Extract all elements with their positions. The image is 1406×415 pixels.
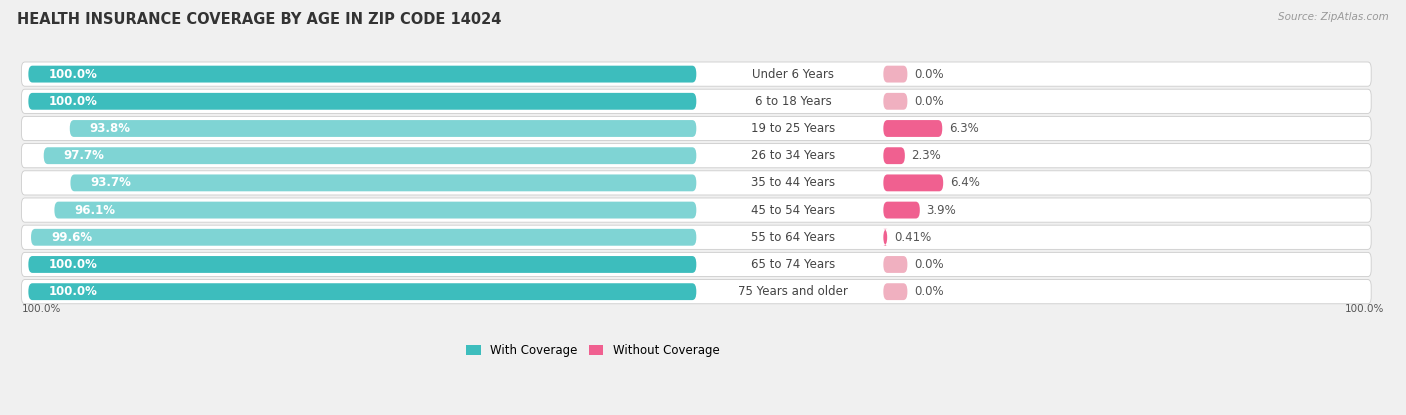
FancyBboxPatch shape [31,229,696,246]
FancyBboxPatch shape [21,62,1371,86]
Text: 19 to 25 Years: 19 to 25 Years [751,122,835,135]
Text: 6.3%: 6.3% [949,122,979,135]
Text: 0.0%: 0.0% [914,68,943,81]
FancyBboxPatch shape [883,66,907,83]
Text: 100.0%: 100.0% [1346,303,1385,313]
Text: Under 6 Years: Under 6 Years [752,68,834,81]
Text: 45 to 54 Years: 45 to 54 Years [751,204,835,217]
Text: 0.41%: 0.41% [894,231,931,244]
Text: 100.0%: 100.0% [21,303,60,313]
FancyBboxPatch shape [28,256,696,273]
Text: 6 to 18 Years: 6 to 18 Years [755,95,831,108]
FancyBboxPatch shape [883,229,887,246]
FancyBboxPatch shape [883,202,920,219]
FancyBboxPatch shape [21,280,1371,304]
Text: 100.0%: 100.0% [48,95,97,108]
Text: 100.0%: 100.0% [48,258,97,271]
Text: 93.7%: 93.7% [90,176,131,189]
FancyBboxPatch shape [21,171,1371,195]
Text: 96.1%: 96.1% [75,204,115,217]
FancyBboxPatch shape [28,283,696,300]
FancyBboxPatch shape [28,66,696,83]
FancyBboxPatch shape [21,144,1371,168]
Text: 93.8%: 93.8% [90,122,131,135]
FancyBboxPatch shape [21,252,1371,276]
Text: 55 to 64 Years: 55 to 64 Years [751,231,835,244]
FancyBboxPatch shape [21,116,1371,141]
FancyBboxPatch shape [70,174,696,191]
Text: Source: ZipAtlas.com: Source: ZipAtlas.com [1278,12,1389,22]
Text: 0.0%: 0.0% [914,258,943,271]
FancyBboxPatch shape [21,89,1371,113]
Text: 65 to 74 Years: 65 to 74 Years [751,258,835,271]
FancyBboxPatch shape [883,283,907,300]
FancyBboxPatch shape [55,202,696,219]
Text: 100.0%: 100.0% [48,68,97,81]
FancyBboxPatch shape [883,120,942,137]
Text: 2.3%: 2.3% [911,149,941,162]
FancyBboxPatch shape [883,147,905,164]
FancyBboxPatch shape [21,198,1371,222]
Text: 75 Years and older: 75 Years and older [738,285,848,298]
Legend: With Coverage, Without Coverage: With Coverage, Without Coverage [461,339,724,361]
Text: 97.7%: 97.7% [63,149,104,162]
FancyBboxPatch shape [883,256,907,273]
Text: 35 to 44 Years: 35 to 44 Years [751,176,835,189]
FancyBboxPatch shape [883,93,907,110]
FancyBboxPatch shape [44,147,696,164]
Text: 100.0%: 100.0% [48,285,97,298]
Text: 6.4%: 6.4% [950,176,980,189]
Text: 99.6%: 99.6% [51,231,93,244]
FancyBboxPatch shape [883,174,943,191]
Text: 0.0%: 0.0% [914,285,943,298]
FancyBboxPatch shape [21,225,1371,249]
FancyBboxPatch shape [70,120,696,137]
FancyBboxPatch shape [28,93,696,110]
Text: 3.9%: 3.9% [927,204,956,217]
Text: 0.0%: 0.0% [914,95,943,108]
Text: 26 to 34 Years: 26 to 34 Years [751,149,835,162]
Text: HEALTH INSURANCE COVERAGE BY AGE IN ZIP CODE 14024: HEALTH INSURANCE COVERAGE BY AGE IN ZIP … [17,12,502,27]
